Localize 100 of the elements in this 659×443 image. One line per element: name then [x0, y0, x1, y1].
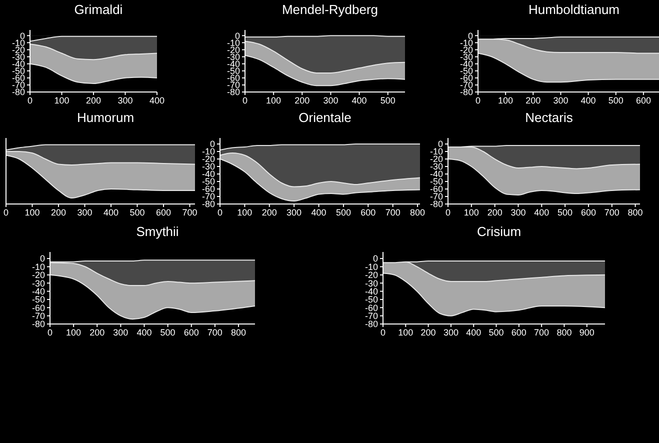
x-tick-label: 700	[534, 327, 550, 338]
y-tick-label: -20	[202, 154, 215, 164]
chart-title: Smythii	[135, 224, 180, 239]
x-tick-label: 200	[86, 95, 102, 106]
y-tick-label: -50	[364, 294, 378, 305]
y-tick-label: -30	[430, 162, 443, 172]
x-tick-label: 500	[380, 95, 396, 106]
y-tick-label: -10	[202, 146, 215, 157]
x-tick-label: 100	[266, 95, 282, 106]
x-tick-label: 500	[488, 327, 504, 338]
y-tick-label: -30	[364, 278, 378, 288]
y-tick-label: -20	[430, 154, 443, 164]
x-tick-label: 100	[54, 95, 70, 106]
x-tick-label: 600	[360, 207, 376, 218]
x-tick-label: 200	[294, 95, 310, 106]
x-tick-label: 800	[628, 207, 643, 218]
y-tick-label: -50	[430, 176, 443, 187]
y-tick-label: -20	[32, 270, 45, 280]
x-tick-label: 600	[580, 207, 596, 218]
y-tick-label: -80	[460, 87, 473, 98]
y-tick-label: -60	[364, 302, 378, 313]
x-tick-label: 700	[385, 207, 400, 218]
x-tick-label: 200	[420, 327, 436, 338]
x-tick-label: 300	[118, 95, 133, 106]
y-tick-label: -80	[202, 199, 215, 210]
x-tick-label: 300	[510, 207, 526, 218]
chart-title: Humboldtianum	[527, 2, 621, 17]
x-tick-label: 500	[336, 207, 351, 218]
y-tick-label: 0	[438, 139, 443, 150]
x-tick-label: 0	[475, 95, 481, 106]
y-tick-label: -80	[226, 87, 240, 98]
chart-title: Crisium	[476, 224, 522, 239]
y-tick-label: -10	[32, 262, 45, 272]
y-tick-label: -40	[430, 169, 443, 180]
x-tick-label: 100	[237, 207, 252, 218]
x-tick-label: 400	[352, 95, 367, 106]
y-tick-label: -40	[32, 286, 45, 296]
x-tick-label: 500	[160, 327, 176, 338]
x-tick-label: 500	[130, 207, 145, 218]
y-tick-label: -10	[364, 262, 378, 272]
chart-title: Grimaldi	[73, 2, 124, 17]
y-tick-label: -70	[430, 192, 443, 202]
y-tick-label: -50	[202, 176, 215, 187]
y-tick-label: -70	[32, 311, 45, 322]
chart-title: Nectaris	[524, 110, 574, 125]
y-tick-label: -40	[364, 286, 378, 296]
chart-title: Mendel-Rydberg	[280, 2, 380, 17]
x-tick-label: 600	[511, 327, 526, 338]
x-tick-label: 100	[66, 327, 82, 338]
y-tick-label: -60	[202, 184, 215, 194]
y-tick-label: 0	[372, 254, 378, 264]
x-tick-label: 700	[604, 207, 620, 218]
x-tick-label: 500	[608, 95, 624, 106]
chart-title: Orientale	[298, 110, 352, 125]
y-tick-label: 0	[210, 139, 215, 150]
x-tick-label: 600	[156, 207, 172, 218]
x-tick-label: 300	[323, 95, 338, 106]
x-tick-label: 0	[445, 207, 451, 218]
x-tick-label: 0	[47, 327, 53, 338]
x-tick-label: 300	[443, 327, 458, 338]
y-tick-label: -40	[202, 169, 215, 180]
x-tick-label: 700	[182, 207, 198, 218]
x-tick-label: 400	[103, 207, 119, 218]
x-tick-label: 700	[207, 327, 222, 338]
x-tick-label: 100	[398, 327, 414, 338]
x-tick-label: 200	[526, 95, 541, 106]
x-tick-label: 0	[380, 327, 386, 338]
x-tick-label: 400	[580, 95, 596, 106]
y-tick-label: -60	[430, 184, 443, 194]
x-tick-label: 600	[184, 327, 199, 338]
x-tick-label: 200	[90, 327, 105, 338]
x-tick-label: 400	[136, 327, 152, 338]
y-tick-label: -20	[364, 270, 378, 280]
y-tick-label: -30	[202, 162, 215, 172]
x-tick-label: 400	[534, 207, 550, 218]
x-tick-label: 500	[558, 207, 573, 218]
y-tick-label: -30	[32, 278, 45, 288]
x-tick-label: 400	[149, 95, 165, 106]
x-tick-label: 800	[410, 207, 426, 218]
x-tick-label: 800	[230, 327, 246, 338]
x-tick-label: 300	[553, 95, 568, 106]
x-tick-label: 600	[636, 95, 651, 106]
x-tick-label: 300	[286, 207, 302, 218]
x-tick-label: 100	[498, 95, 514, 106]
y-tick-label: -70	[202, 192, 215, 202]
x-tick-label: 200	[487, 207, 502, 218]
x-tick-label: 400	[311, 207, 326, 218]
y-tick-label: -10	[430, 146, 443, 157]
y-tick-label: -80	[12, 87, 25, 98]
y-tick-label: -80	[364, 319, 378, 330]
x-tick-label: 900	[579, 327, 594, 338]
x-tick-label: 400	[466, 327, 482, 338]
x-tick-label: 800	[556, 327, 572, 338]
y-tick-label: -80	[32, 319, 45, 330]
x-tick-label: 0	[242, 95, 248, 106]
x-tick-label: 0	[217, 207, 223, 218]
x-tick-label: 100	[464, 207, 479, 218]
x-tick-label: 300	[113, 327, 128, 338]
x-tick-label: 100	[24, 207, 40, 218]
y-tick-label: -70	[364, 311, 378, 322]
